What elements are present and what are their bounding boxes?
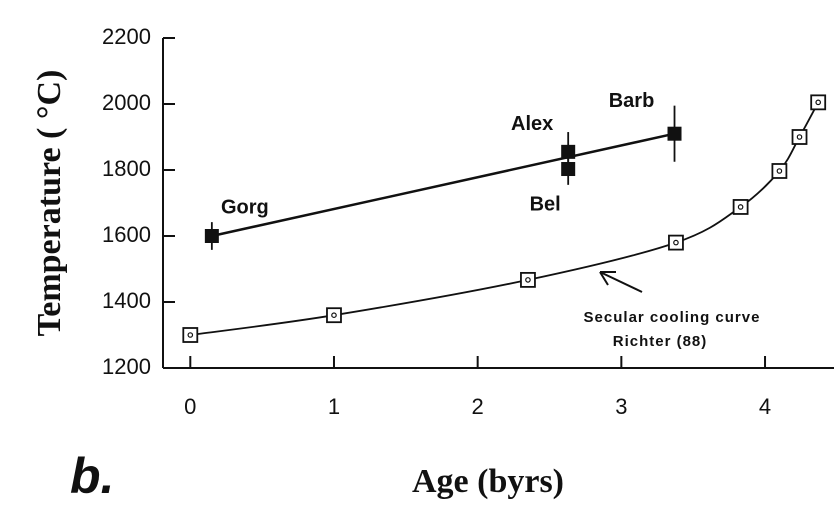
point [810, 94, 827, 111]
point-center [737, 204, 744, 210]
point-center [796, 134, 803, 140]
point [326, 307, 342, 324]
point [561, 144, 576, 159]
point-center [525, 277, 531, 283]
x-tick-label: 1 [328, 394, 340, 419]
point [791, 129, 808, 145]
y-tick-label: 1200 [102, 354, 151, 379]
point-center [815, 99, 821, 106]
point-label: Bel [530, 193, 561, 215]
point [771, 163, 788, 179]
point-label: Alex [511, 113, 553, 135]
y-tick-label: 2200 [102, 24, 151, 49]
point [520, 271, 536, 288]
x-tick-label: 2 [472, 394, 484, 419]
y-tick-label: 1600 [102, 222, 151, 247]
x-tick-label: 4 [759, 394, 771, 419]
x-axis-label: Age (byrs) [412, 463, 564, 500]
point [667, 126, 682, 141]
x-tick-label: 3 [615, 394, 627, 419]
x-tick-label: 0 [184, 394, 196, 419]
point-center [331, 312, 337, 319]
point [182, 327, 199, 343]
point [732, 199, 749, 215]
point-center [776, 168, 783, 174]
point [561, 162, 576, 177]
y-axis-label: Temperature ( °C) [31, 70, 68, 337]
point-label: Barb [609, 90, 655, 112]
point-label: Gorg [221, 196, 269, 218]
y-tick-label: 2000 [102, 90, 151, 115]
y-tick-label: 1400 [102, 288, 151, 313]
y-tick-label: 1800 [102, 156, 151, 181]
point [668, 234, 684, 251]
annotation: Richter (88) [613, 333, 708, 350]
point [204, 229, 219, 243]
trend-line [211, 132, 675, 238]
annotation-arrow [599, 271, 643, 293]
annotation: Secular cooling curve [584, 309, 761, 326]
point-center [673, 239, 679, 246]
point-center [187, 332, 194, 338]
panel-label: b. [70, 448, 114, 504]
